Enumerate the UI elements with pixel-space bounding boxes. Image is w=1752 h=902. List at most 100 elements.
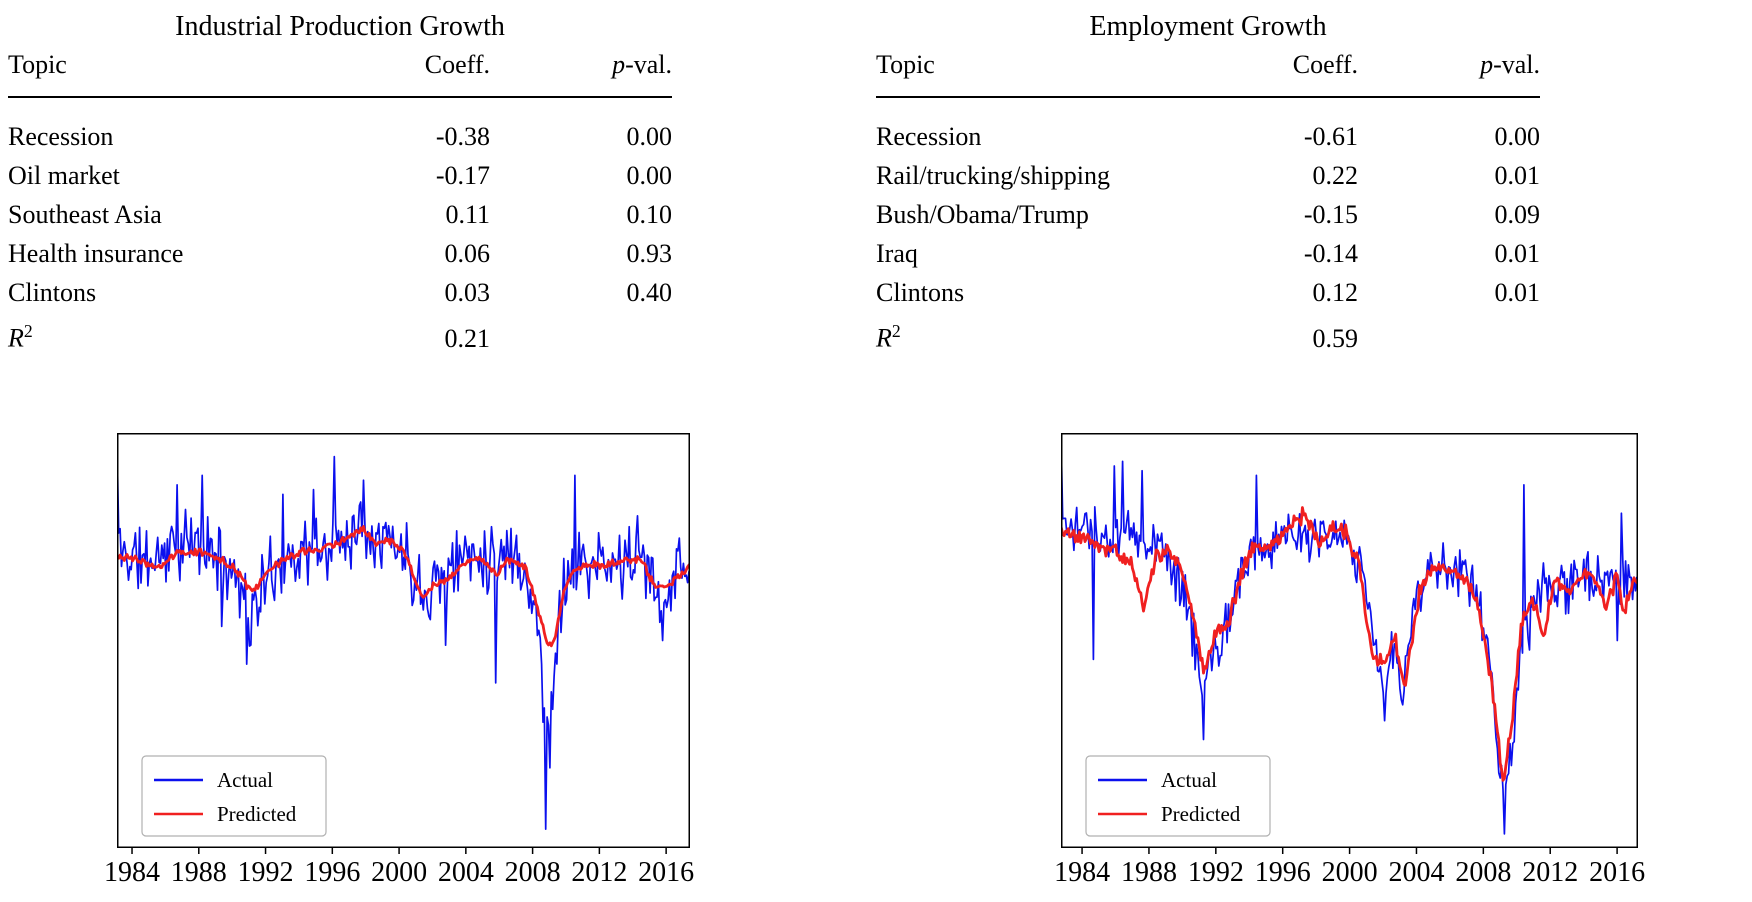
col-header-pval: p-val. [1358, 44, 1540, 98]
line-chart: 1984 1988 1992 1996 2000 2004 2008 2012 2016 Actu… [104, 433, 694, 888]
table-row: Rail/trucking/shipping 0.22 0.01 [876, 156, 1540, 195]
x-tick-label: 2000 [371, 857, 427, 888]
topic-cell: Southeast Asia [8, 200, 162, 229]
chart-employment: 1984 1988 1992 1996 2000 2004 2008 2012 2016 Actu… [1054, 433, 1645, 888]
legend-label-predicted: Predicted [1161, 802, 1241, 826]
regression-table: Topic Coeff. p-val. Recession -0.38 0.00… [8, 44, 672, 358]
pval-cell: 0.93 [626, 239, 673, 268]
legend: Actual Predicted [141, 755, 327, 837]
topic-cell: Clintons [876, 278, 965, 307]
coeff-cell: -0.15 [1303, 200, 1358, 229]
series-actual-line [117, 455, 690, 830]
r2-label: R2 [876, 321, 901, 353]
coeff-cell: -0.61 [1303, 122, 1358, 151]
pval-cell: 0.00 [626, 161, 673, 190]
topic-cell: Bush/Obama/Trump [876, 200, 1089, 229]
legend-box [141, 755, 327, 837]
chart-industrial-production: 1984 1988 1992 1996 2000 2004 2008 2012 2016 Actu… [104, 433, 694, 888]
panel-title: Employment Growth [1089, 11, 1327, 42]
x-tick-label: 2000 [1322, 857, 1378, 888]
legend-label-actual: Actual [1161, 768, 1217, 792]
topic-cell: Clintons [8, 278, 97, 307]
x-axis: 1984 1988 1992 1996 2000 2004 2008 2012 2016 [104, 848, 694, 888]
coeff-cell: -0.14 [1303, 239, 1358, 268]
table-row: Recession -0.38 0.00 [8, 97, 672, 156]
plot-area [117, 455, 690, 830]
coeff-cell: -0.17 [435, 161, 490, 190]
x-tick-label: 1996 [304, 857, 360, 888]
x-tick-label: 2016 [1589, 857, 1645, 888]
table-row: Oil market -0.17 0.00 [8, 156, 672, 195]
table-row: Clintons 0.03 0.40 [8, 273, 672, 312]
pval-cell: 0.40 [626, 278, 673, 307]
r2-value: 0.59 [1312, 323, 1359, 353]
coeff-cell: 0.03 [444, 278, 491, 307]
topic-cell: Recession [8, 122, 114, 151]
x-axis: 1984 1988 1992 1996 2000 2004 2008 2012 2016 [1054, 848, 1645, 888]
topic-cell: Rail/trucking/shipping [876, 161, 1110, 190]
x-tick-label: 1984 [104, 857, 160, 888]
col-header-coeff: Coeff. [328, 44, 490, 98]
x-tick-label: 2004 [1388, 857, 1444, 888]
coeff-cell: -0.38 [435, 122, 490, 151]
x-tick-label: 1992 [238, 857, 294, 888]
pval-cell: 0.01 [1494, 161, 1541, 190]
table-row: Iraq -0.14 0.01 [876, 234, 1540, 273]
pval-cell: 0.09 [1494, 200, 1541, 229]
panel-employment: Employment Growth Topic Coeff. p-val. Re… [876, 0, 1752, 902]
r2-row: R2 0.21 [8, 312, 672, 358]
table-row: Bush/Obama/Trump -0.15 0.09 [876, 195, 1540, 234]
col-header-coeff: Coeff. [1196, 44, 1358, 98]
r2-value: 0.21 [444, 323, 491, 353]
x-tick-label: 2012 [571, 857, 627, 888]
coeff-cell: 0.22 [1312, 161, 1359, 190]
legend-label-predicted: Predicted [217, 802, 297, 826]
table-row: Recession -0.61 0.00 [876, 97, 1540, 156]
coeff-cell: 0.11 [445, 200, 490, 229]
x-tick-label: 1996 [1255, 857, 1311, 888]
x-tick-label: 2016 [638, 857, 694, 888]
topic-cell: Oil market [8, 161, 120, 190]
x-tick-label: 2012 [1522, 857, 1578, 888]
line-chart: 1984 1988 1992 1996 2000 2004 2008 2012 2016 Actu… [1054, 433, 1645, 888]
plot-area [1061, 446, 1638, 835]
pval-cell: 0.00 [1494, 122, 1541, 151]
legend: Actual Predicted [1085, 755, 1271, 837]
r2-label: R2 [8, 321, 33, 353]
table-row: Southeast Asia 0.11 0.10 [8, 195, 672, 234]
table-row: Clintons 0.12 0.01 [876, 273, 1540, 312]
pval-cell: 0.10 [626, 200, 673, 229]
series-predicted-line [1061, 506, 1638, 782]
regression-table: Topic Coeff. p-val. Recession -0.61 0.00… [876, 44, 1540, 358]
x-tick-label: 2008 [1455, 857, 1511, 888]
x-tick-label: 1988 [1121, 857, 1177, 888]
axes-frame [1061, 433, 1638, 848]
panel-industrial-production: Industrial Production Growth Topic Coeff… [8, 11, 694, 888]
col-header-topic: Topic [876, 44, 1196, 98]
axes-frame [117, 433, 690, 848]
topic-cell: Health insurance [8, 239, 184, 268]
topic-cell: Iraq [876, 239, 918, 268]
pval-cell: 0.01 [1494, 278, 1541, 307]
coeff-cell: 0.12 [1312, 278, 1359, 307]
x-tick-label: 1992 [1188, 857, 1244, 888]
table-header-row: Topic Coeff. p-val. [876, 44, 1540, 98]
legend-label-actual: Actual [217, 768, 273, 792]
table-row: Health insurance 0.06 0.93 [8, 234, 672, 273]
series-predicted-line [117, 525, 690, 648]
x-tick-label: 2004 [438, 857, 494, 888]
r2-row: R2 0.59 [876, 312, 1540, 358]
coeff-cell: 0.06 [444, 239, 491, 268]
panel-title: Industrial Production Growth [175, 11, 505, 42]
col-header-pval: p-val. [490, 44, 672, 98]
x-tick-label: 2008 [505, 857, 561, 888]
x-tick-label: 1988 [171, 857, 227, 888]
x-tick-label: 1984 [1054, 857, 1110, 888]
topic-cell: Recession [876, 122, 982, 151]
pval-cell: 0.01 [1494, 239, 1541, 268]
pval-cell: 0.00 [626, 122, 673, 151]
table-header-row: Topic Coeff. p-val. [8, 44, 672, 98]
legend-box [1085, 755, 1271, 837]
col-header-topic: Topic [8, 44, 328, 98]
